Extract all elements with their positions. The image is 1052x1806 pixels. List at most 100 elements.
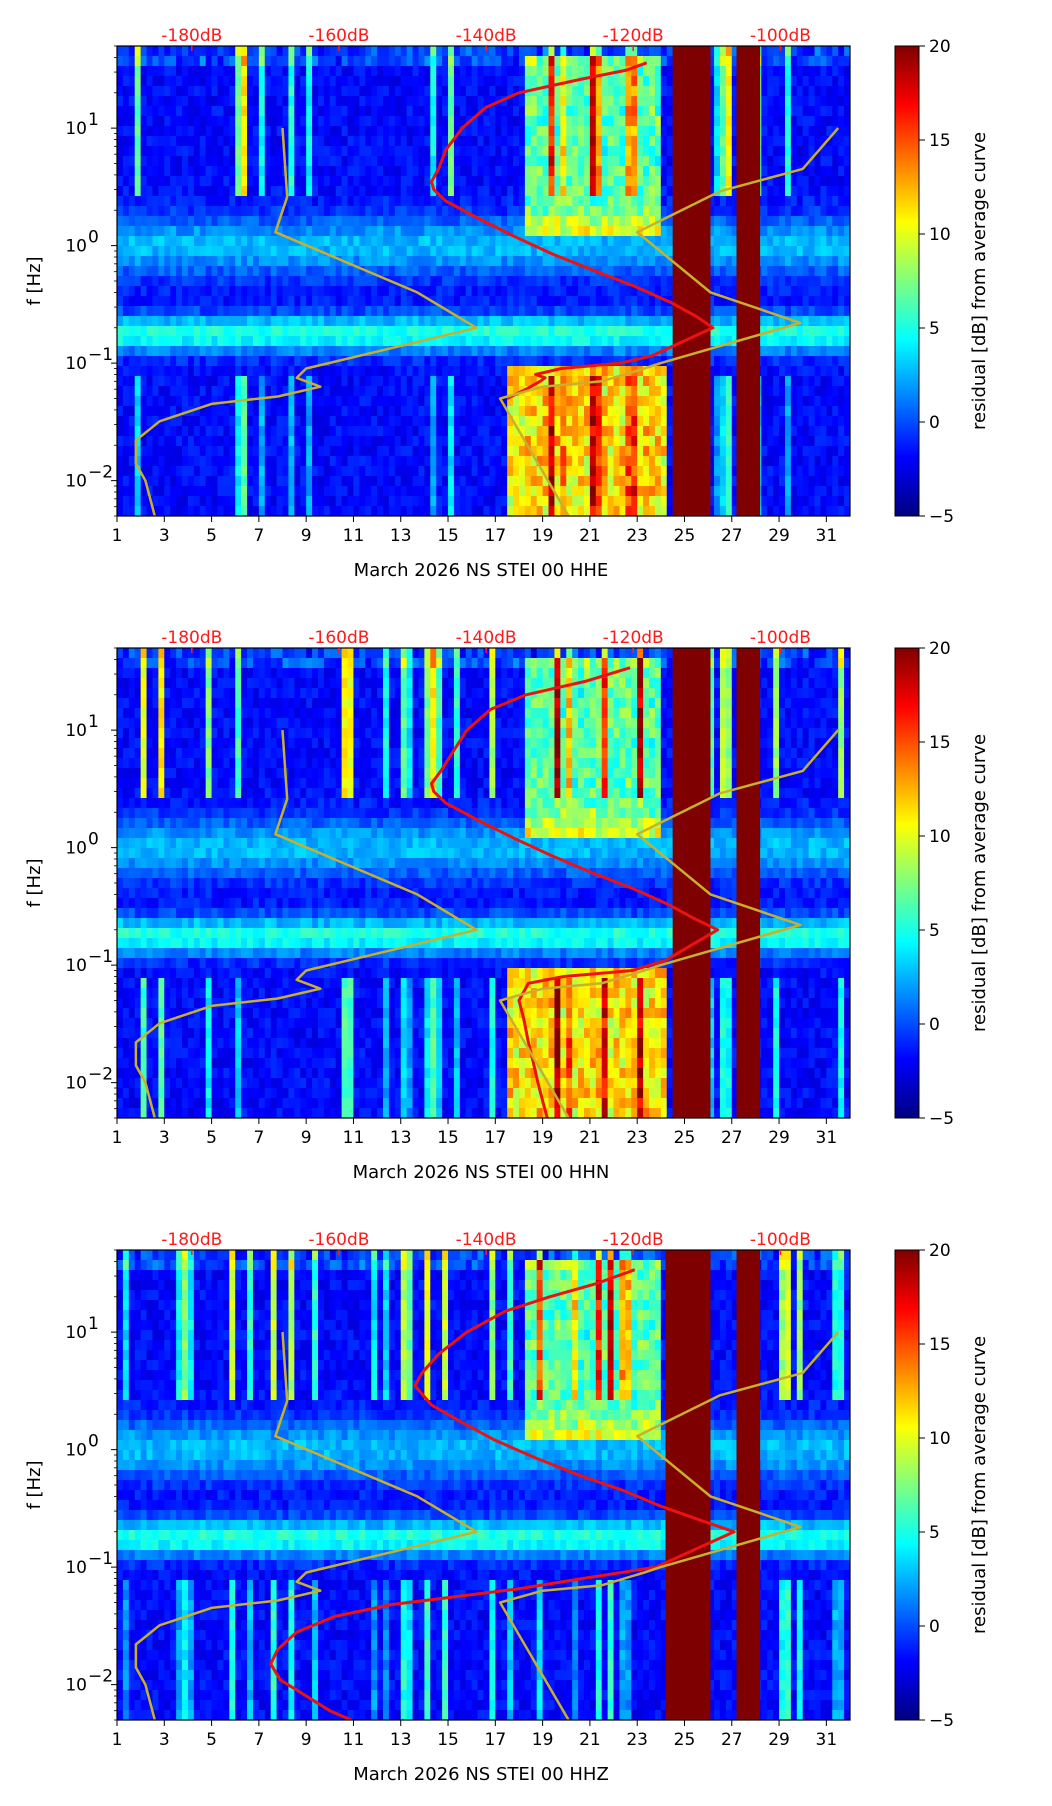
heatmap-cell bbox=[530, 146, 538, 157]
heatmap-cell bbox=[383, 356, 390, 367]
heatmap-cell bbox=[306, 436, 313, 447]
heatmap-cell bbox=[394, 406, 402, 417]
heatmap-cell bbox=[134, 356, 142, 367]
heatmap-cell bbox=[341, 466, 349, 477]
heatmap-cell bbox=[223, 96, 230, 107]
heatmap-cell bbox=[128, 446, 136, 457]
heatmap-cell bbox=[158, 186, 165, 197]
heatmap-cell bbox=[117, 506, 124, 516]
heatmap-cell bbox=[542, 136, 550, 147]
heatmap-cell bbox=[247, 46, 254, 57]
heatmap-cell bbox=[217, 326, 224, 337]
heatmap-cell bbox=[217, 116, 224, 127]
heatmap-cell bbox=[365, 236, 372, 247]
heatmap-cell bbox=[566, 136, 573, 147]
heatmap-cell bbox=[631, 96, 638, 107]
heatmap-cell bbox=[158, 456, 165, 467]
heatmap-cell bbox=[649, 316, 656, 327]
heatmap-cell bbox=[146, 326, 154, 337]
heatmap-cell bbox=[572, 106, 579, 117]
heatmap-cell bbox=[619, 336, 626, 347]
heatmap-cell bbox=[601, 366, 609, 377]
heatmap-cell bbox=[134, 96, 142, 107]
heatmap-cell bbox=[117, 166, 124, 177]
heatmap-cell bbox=[329, 436, 337, 447]
heatmap-cell bbox=[258, 206, 266, 217]
heatmap-cell bbox=[323, 56, 331, 67]
heatmap-cell bbox=[643, 246, 650, 257]
heatmap-cell bbox=[714, 176, 721, 187]
heatmap-cell bbox=[637, 436, 644, 447]
heatmap-cell bbox=[412, 66, 420, 77]
heatmap-cell bbox=[418, 496, 425, 507]
heatmap-cell bbox=[719, 166, 727, 177]
heatmap-cell bbox=[258, 346, 266, 357]
heatmap-cell bbox=[513, 226, 520, 237]
heatmap-cell bbox=[359, 426, 366, 437]
heatmap-cell bbox=[442, 336, 449, 347]
heatmap-cell bbox=[554, 176, 561, 187]
heatmap-cell bbox=[489, 336, 496, 347]
heatmap-cell bbox=[601, 106, 609, 117]
heatmap-cell bbox=[282, 436, 290, 447]
heatmap-cell bbox=[223, 506, 230, 516]
heatmap-cell bbox=[377, 56, 384, 67]
heatmap-cell bbox=[643, 66, 650, 77]
heatmap-cell bbox=[714, 86, 721, 97]
heatmap-cell bbox=[501, 156, 508, 167]
heatmap-cell bbox=[288, 406, 295, 417]
heatmap-cell bbox=[347, 226, 355, 237]
heatmap-cell bbox=[359, 376, 366, 387]
heatmap-cell bbox=[513, 416, 520, 427]
heatmap-cell bbox=[412, 56, 420, 67]
heatmap-cell bbox=[122, 386, 130, 397]
heatmap-cell bbox=[294, 356, 301, 367]
heatmap-cell bbox=[714, 446, 721, 457]
heatmap-cell bbox=[288, 106, 295, 117]
heatmap-cell bbox=[377, 446, 384, 457]
heatmap-cell bbox=[548, 226, 556, 237]
heatmap-cell bbox=[513, 236, 520, 247]
heatmap-cell bbox=[329, 366, 337, 377]
heatmap-cell bbox=[731, 96, 739, 107]
heatmap-cell bbox=[306, 336, 313, 347]
heatmap-cell bbox=[152, 126, 159, 137]
heatmap-cell bbox=[607, 506, 615, 516]
heatmap-cell bbox=[495, 136, 502, 147]
heatmap-cell bbox=[708, 206, 715, 217]
heatmap-cell bbox=[241, 226, 248, 237]
heatmap-cell bbox=[666, 486, 674, 497]
heatmap-cell bbox=[264, 186, 272, 197]
heatmap-cell bbox=[572, 216, 579, 227]
heatmap-cell bbox=[424, 146, 431, 157]
heatmap-cell bbox=[619, 246, 626, 257]
heatmap-cell bbox=[436, 226, 443, 237]
heatmap-cell bbox=[554, 86, 561, 97]
heatmap-cell bbox=[223, 106, 230, 117]
heatmap-cell bbox=[725, 106, 733, 117]
heatmap-cell bbox=[542, 306, 550, 317]
heatmap-cell bbox=[595, 476, 603, 487]
heatmap-cell bbox=[536, 496, 544, 507]
heatmap-cell bbox=[465, 306, 473, 317]
heatmap-cell bbox=[199, 116, 207, 127]
heatmap-cell bbox=[199, 446, 207, 457]
heatmap-cell bbox=[536, 266, 544, 277]
heatmap-cell bbox=[471, 286, 479, 297]
heatmap-cell bbox=[589, 236, 597, 247]
heatmap-cell bbox=[666, 256, 674, 267]
heatmap-cell bbox=[471, 406, 479, 417]
heatmap-cell bbox=[459, 226, 467, 237]
heatmap-cell bbox=[654, 186, 662, 197]
heatmap-cell bbox=[708, 436, 715, 447]
heatmap-cell bbox=[625, 166, 632, 177]
heatmap-cell bbox=[471, 206, 479, 217]
heatmap-cell bbox=[341, 506, 349, 516]
heatmap-cell bbox=[158, 356, 165, 367]
heatmap-cell bbox=[560, 336, 567, 347]
heatmap-cell bbox=[583, 106, 591, 117]
heatmap-cell bbox=[554, 116, 561, 127]
heatmap-cell bbox=[128, 146, 136, 157]
heatmap-cell bbox=[483, 76, 491, 87]
heatmap-cell bbox=[530, 256, 538, 267]
